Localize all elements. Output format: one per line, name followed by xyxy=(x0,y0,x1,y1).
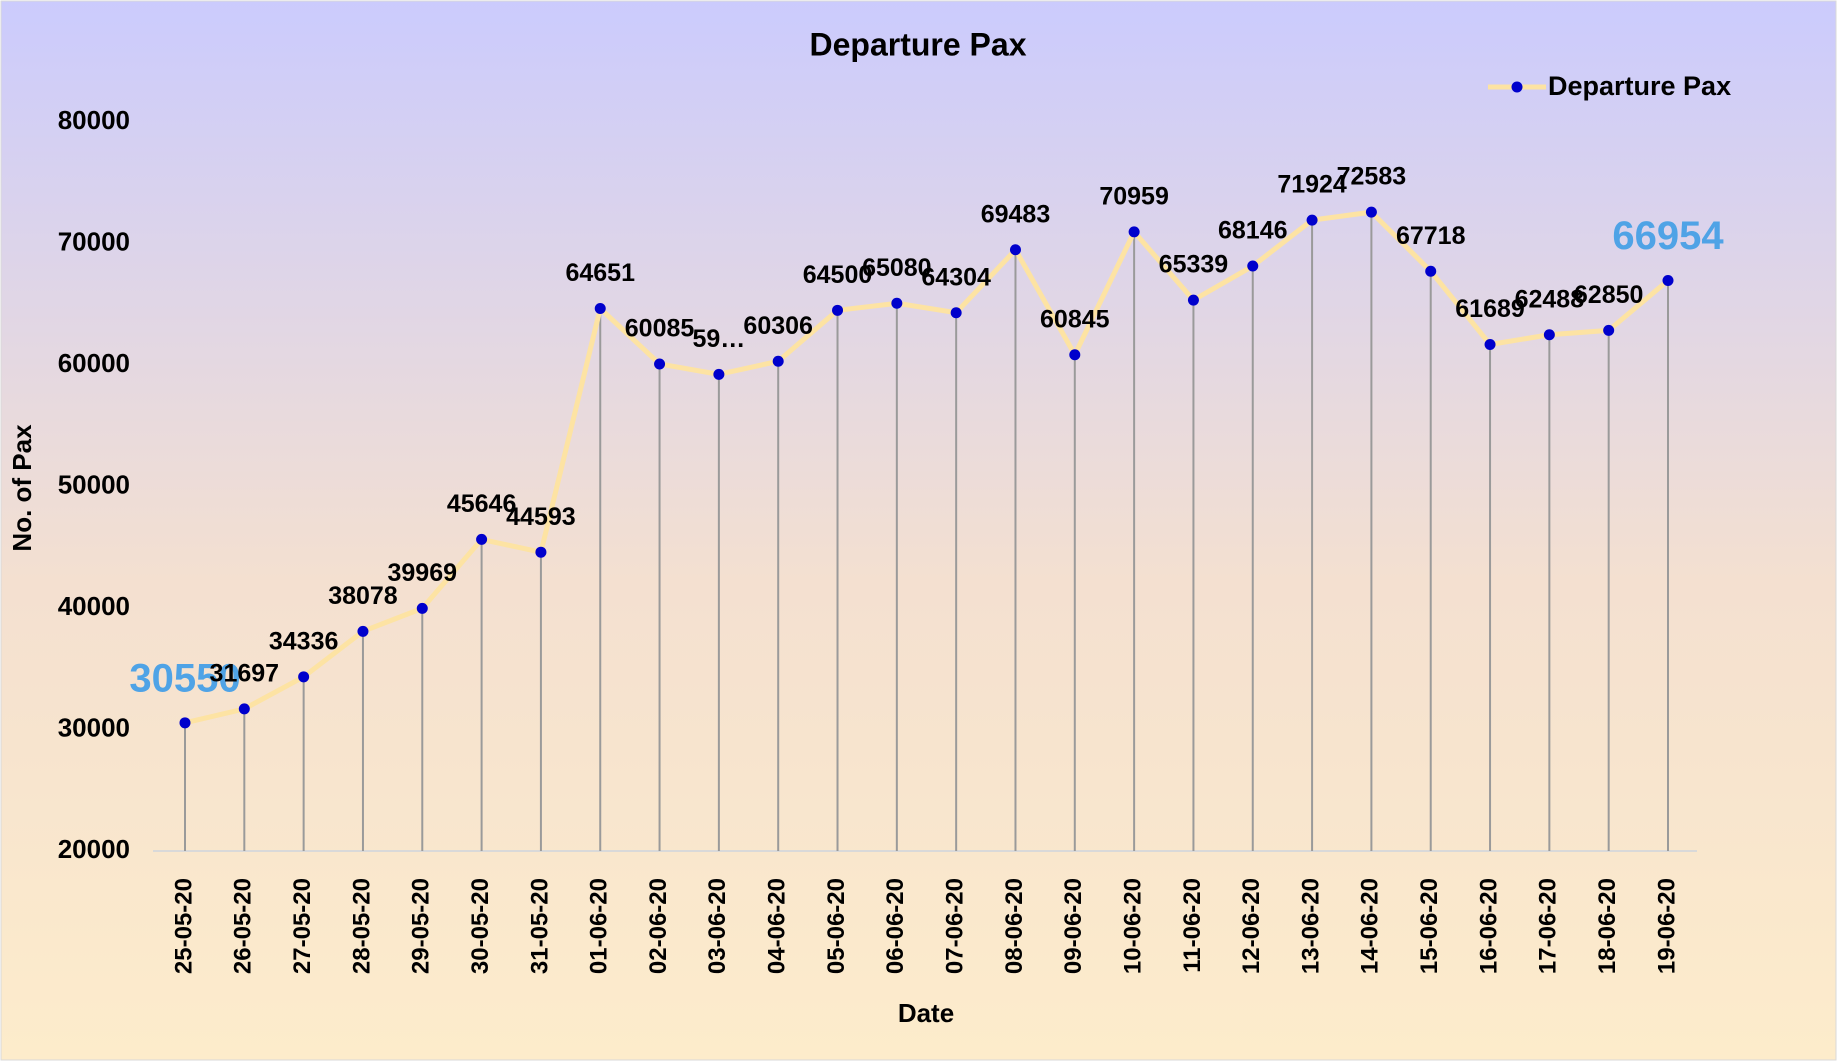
data-point xyxy=(654,358,666,370)
data-label: 64651 xyxy=(565,259,635,287)
x-tick-label: 14-06-20 xyxy=(1357,878,1384,974)
x-tick-label: 30-05-20 xyxy=(467,878,494,974)
data-label: 69483 xyxy=(981,200,1051,228)
data-label: 62488 xyxy=(1515,285,1585,313)
data-point xyxy=(713,368,725,380)
x-tick-label: 31-05-20 xyxy=(526,878,553,974)
data-point xyxy=(1306,214,1318,226)
data-label: 65080 xyxy=(862,254,932,282)
x-tick-label: 03-06-20 xyxy=(704,878,731,974)
data-label: 61689 xyxy=(1455,295,1525,323)
x-axis-title: Date xyxy=(898,998,954,1028)
data-label: 67718 xyxy=(1396,222,1466,250)
data-point xyxy=(772,355,784,367)
y-tick-label: 50000 xyxy=(58,469,130,499)
x-tick-label: 25-05-20 xyxy=(170,878,197,974)
x-tick-label: 02-06-20 xyxy=(645,878,672,974)
data-point xyxy=(357,625,369,637)
x-tick-label: 29-05-20 xyxy=(408,878,435,974)
y-tick-label: 40000 xyxy=(58,591,130,621)
data-point xyxy=(1425,265,1437,277)
x-tick-label: 11-06-20 xyxy=(1179,878,1206,973)
data-point xyxy=(1009,244,1021,256)
data-label: 38078 xyxy=(328,582,398,610)
y-tick-label: 20000 xyxy=(58,834,130,864)
data-point xyxy=(1069,349,1081,361)
x-tick-label: 09-06-20 xyxy=(1060,878,1087,974)
x-tick-label: 04-06-20 xyxy=(764,878,791,974)
chart-title: Departure Pax xyxy=(810,26,1027,62)
data-point xyxy=(179,717,191,729)
y-tick-label: 30000 xyxy=(58,712,130,742)
data-point xyxy=(535,546,547,558)
legend-marker xyxy=(1511,81,1523,93)
data-label: 65339 xyxy=(1159,251,1229,279)
x-tick-label: 15-06-20 xyxy=(1416,878,1443,974)
x-tick-label: 12-06-20 xyxy=(1238,878,1265,974)
x-tick-label: 28-05-20 xyxy=(348,878,375,974)
x-tick-label: 19-06-20 xyxy=(1653,878,1680,974)
data-label: 71924 xyxy=(1277,171,1347,199)
data-label: 31697 xyxy=(210,659,280,687)
data-label: 30550 xyxy=(129,656,240,700)
data-point xyxy=(1365,206,1377,218)
data-label: 68146 xyxy=(1218,217,1288,245)
data-label: 62850 xyxy=(1574,281,1644,309)
data-label: 59… xyxy=(692,325,745,353)
y-tick-label: 80000 xyxy=(58,105,130,135)
data-label: 60845 xyxy=(1040,305,1110,333)
data-point xyxy=(298,671,310,683)
data-label: 72583 xyxy=(1337,163,1407,191)
legend-label: Departure Pax xyxy=(1548,71,1731,101)
x-tick-label: 05-06-20 xyxy=(823,878,850,974)
x-tick-label: 06-06-20 xyxy=(882,878,909,974)
data-point xyxy=(238,703,250,715)
x-tick-label: 27-05-20 xyxy=(289,878,316,974)
data-point xyxy=(594,302,606,314)
x-tick-label: 08-06-20 xyxy=(1001,878,1028,974)
data-label: 60085 xyxy=(625,315,695,343)
data-label: 45646 xyxy=(447,490,517,518)
x-tick-label: 07-06-20 xyxy=(942,878,969,974)
data-point xyxy=(891,297,903,309)
x-tick-label: 13-06-20 xyxy=(1297,878,1324,974)
y-tick-label: 70000 xyxy=(58,226,130,256)
data-point xyxy=(1603,324,1615,336)
data-point xyxy=(1484,338,1496,350)
data-label: 34336 xyxy=(269,627,339,655)
x-tick-label: 10-06-20 xyxy=(1119,878,1146,974)
data-label: 70959 xyxy=(1099,182,1169,210)
x-tick-label: 18-06-20 xyxy=(1594,878,1621,974)
data-label: 64304 xyxy=(921,263,991,291)
data-point xyxy=(1543,329,1555,341)
x-tick-label: 01-06-20 xyxy=(586,878,613,974)
data-point xyxy=(832,304,844,316)
x-tick-label: 26-05-20 xyxy=(230,878,257,974)
data-point xyxy=(1187,294,1199,306)
data-label: 64500 xyxy=(803,261,873,289)
data-point xyxy=(1247,260,1259,272)
series-line xyxy=(184,209,1670,726)
data-label: 66954 xyxy=(1612,214,1724,258)
data-label: 60306 xyxy=(743,312,813,340)
data-point xyxy=(950,307,962,319)
x-tick-label: 17-06-20 xyxy=(1535,878,1562,974)
y-tick-label: 60000 xyxy=(58,348,130,378)
x-tick-label: 16-06-20 xyxy=(1475,878,1502,974)
data-label: 39969 xyxy=(388,559,458,587)
data-point xyxy=(416,602,428,614)
data-point xyxy=(1662,275,1674,287)
data-point xyxy=(476,533,488,545)
y-axis-title: No. of Pax xyxy=(7,424,37,552)
data-label: 44593 xyxy=(506,503,576,531)
data-point xyxy=(1128,226,1140,238)
